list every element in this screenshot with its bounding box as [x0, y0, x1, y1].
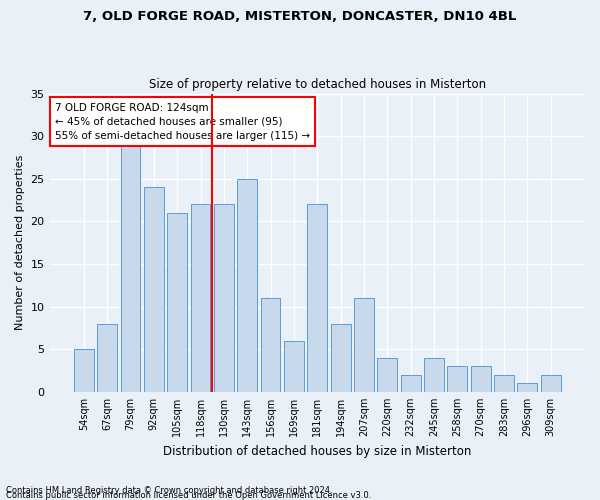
- Text: Contains public sector information licensed under the Open Government Licence v3: Contains public sector information licen…: [6, 491, 371, 500]
- Bar: [377, 358, 397, 392]
- Bar: [401, 375, 421, 392]
- Bar: [144, 188, 164, 392]
- Bar: [494, 375, 514, 392]
- Text: 7 OLD FORGE ROAD: 124sqm
← 45% of detached houses are smaller (95)
55% of semi-d: 7 OLD FORGE ROAD: 124sqm ← 45% of detach…: [55, 102, 310, 141]
- Bar: [541, 375, 560, 392]
- Bar: [167, 213, 187, 392]
- Bar: [517, 384, 538, 392]
- X-axis label: Distribution of detached houses by size in Misterton: Distribution of detached houses by size …: [163, 444, 472, 458]
- Bar: [97, 324, 117, 392]
- Bar: [424, 358, 444, 392]
- Bar: [260, 298, 280, 392]
- Text: Contains HM Land Registry data © Crown copyright and database right 2024.: Contains HM Land Registry data © Crown c…: [6, 486, 332, 495]
- Bar: [471, 366, 491, 392]
- Text: 7, OLD FORGE ROAD, MISTERTON, DONCASTER, DN10 4BL: 7, OLD FORGE ROAD, MISTERTON, DONCASTER,…: [83, 10, 517, 23]
- Bar: [238, 179, 257, 392]
- Bar: [354, 298, 374, 392]
- Bar: [331, 324, 350, 392]
- Bar: [448, 366, 467, 392]
- Title: Size of property relative to detached houses in Misterton: Size of property relative to detached ho…: [149, 78, 486, 91]
- Bar: [307, 204, 327, 392]
- Y-axis label: Number of detached properties: Number of detached properties: [15, 155, 25, 330]
- Bar: [191, 204, 211, 392]
- Bar: [214, 204, 234, 392]
- Bar: [121, 144, 140, 392]
- Bar: [74, 350, 94, 392]
- Bar: [284, 341, 304, 392]
